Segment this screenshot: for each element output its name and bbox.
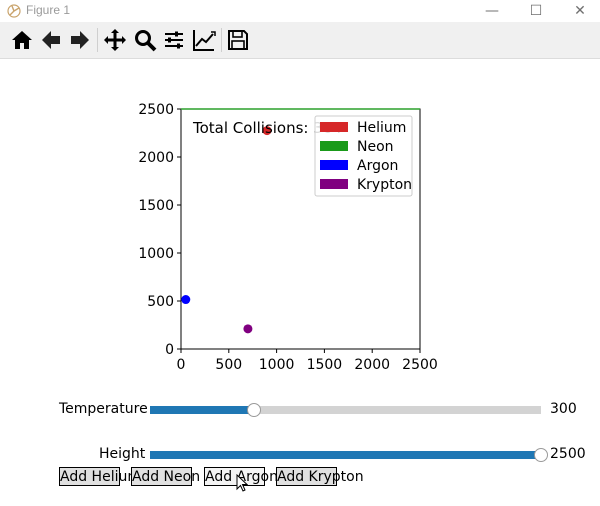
toolbar-separator	[221, 28, 222, 52]
temperature-value: 300	[550, 401, 577, 417]
edit-axis-icon[interactable]	[192, 28, 216, 52]
forward-arrow-icon[interactable]	[68, 28, 92, 52]
y-tick-label: 2500	[138, 102, 174, 118]
maximize-button[interactable]: ☐	[529, 3, 543, 19]
add-krypton-button[interactable]: Add Krypton	[276, 467, 364, 486]
add-helium-label: Add Helium	[60, 469, 141, 485]
add-neon-label: Add Neon	[132, 469, 201, 485]
y-tick-label: 1500	[138, 198, 174, 214]
mouse-cursor-icon	[236, 474, 248, 492]
close-button[interactable]: ✕	[574, 3, 586, 19]
y-axis: 0 500 1000 1500 2000 2500	[138, 102, 181, 358]
legend-label-argon: Argon	[357, 158, 398, 174]
particle-krypton	[243, 324, 253, 334]
y-tick-label: 2000	[138, 150, 174, 166]
x-tick-label: 2500	[402, 357, 438, 373]
x-tick-label: 1000	[259, 357, 295, 373]
x-tick-label: 2000	[354, 357, 390, 373]
x-tick-label: 500	[215, 357, 242, 373]
temperature-slider-fill	[150, 406, 254, 414]
particle-argon	[181, 295, 191, 305]
configure-subplots-icon[interactable]	[162, 28, 186, 52]
temperature-slider-label: Temperature	[59, 401, 148, 417]
legend-swatch-krypton	[320, 179, 348, 189]
height-value: 2500	[550, 446, 586, 462]
temperature-slider-track[interactable]	[150, 406, 541, 414]
particle-helium	[262, 126, 272, 136]
legend-box	[314, 115, 413, 197]
x-axis: 0 500 1000 1500 2000 2500	[177, 349, 438, 373]
height-slider-label: Height	[99, 446, 146, 462]
height-slider-handle[interactable]	[534, 448, 548, 462]
legend-swatch-neon	[320, 141, 348, 151]
add-helium-button[interactable]: Add Helium	[59, 467, 141, 486]
save-icon[interactable]	[226, 28, 250, 52]
window-titlebar: Figure 1 — ☐ ✕	[0, 0, 600, 22]
temperature-slider-handle[interactable]	[247, 403, 261, 417]
height-slider-fill	[150, 451, 541, 459]
home-icon[interactable]	[10, 28, 34, 52]
data-points	[181, 126, 272, 334]
x-tick-label: 1500	[307, 357, 343, 373]
pan-icon[interactable]	[103, 28, 127, 52]
legend-swatch-helium	[320, 122, 348, 132]
add-neon-button[interactable]: Add Neon	[131, 467, 200, 486]
legend-label-helium: Helium	[357, 120, 406, 136]
collision-counter: Total Collisions: 364	[192, 119, 342, 137]
minimize-button[interactable]: —	[485, 3, 499, 19]
matplotlib-logo-icon	[7, 4, 21, 18]
legend-label-neon: Neon	[357, 139, 394, 155]
add-krypton-label: Add Krypton	[277, 469, 364, 485]
navigation-toolbar	[0, 22, 600, 59]
x-tick-label: 0	[177, 357, 186, 373]
back-arrow-icon[interactable]	[39, 28, 63, 52]
zoom-icon[interactable]	[133, 28, 157, 52]
window-title: Figure 1	[26, 3, 71, 17]
legend-label-krypton: Krypton	[357, 177, 412, 193]
legend: Helium Neon Argon Krypton	[314, 115, 413, 197]
y-tick-label: 500	[147, 294, 174, 310]
add-argon-button[interactable]: Add Argon	[204, 467, 278, 486]
toolbar-separator	[97, 28, 98, 52]
y-tick-label: 1000	[138, 246, 174, 262]
legend-swatch-argon	[320, 160, 348, 170]
add-argon-label: Add Argon	[205, 469, 278, 485]
y-tick-label: 0	[165, 342, 174, 358]
